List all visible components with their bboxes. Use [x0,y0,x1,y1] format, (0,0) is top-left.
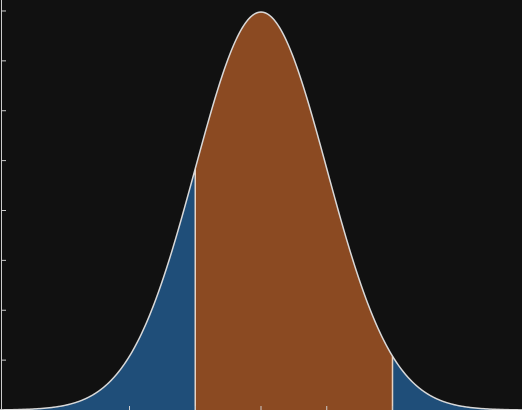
y-axis-ticks [1,10,6,361]
shaded-regions [0,12,522,410]
boundary-lines [194,168,394,410]
shaded-region-1 [0,168,196,410]
shaded-region-3 [392,356,522,410]
x-axis-ticks [129,406,393,410]
shaded-region-2 [195,12,393,410]
density-curve [0,11,522,410]
